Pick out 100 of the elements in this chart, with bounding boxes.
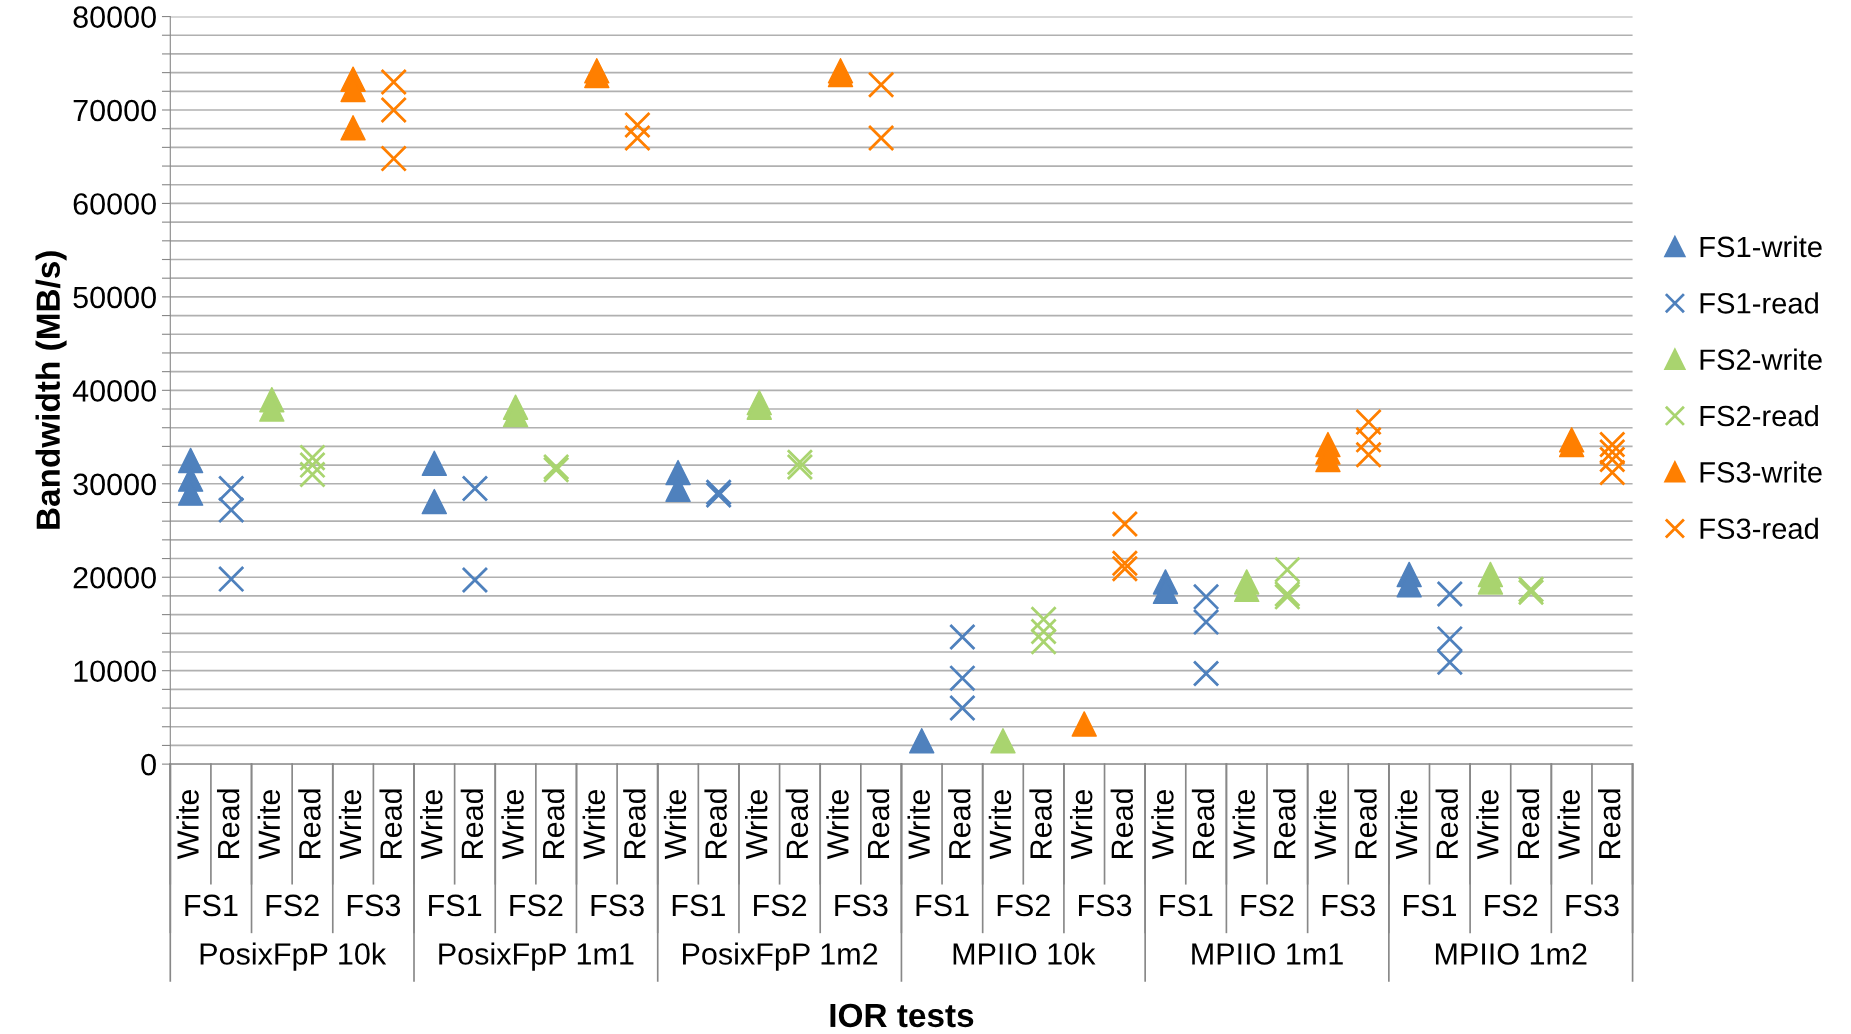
legend-label: FS2-write <box>1700 348 1822 370</box>
x-tick-label: Read <box>866 789 890 858</box>
x-tick-label: Write <box>176 789 199 860</box>
point <box>1598 446 1626 473</box>
point <box>1192 583 1220 611</box>
text: FS1 <box>1403 894 1457 917</box>
point <box>177 447 204 474</box>
point <box>1598 431 1626 458</box>
x-tick-label: Read <box>1598 789 1621 858</box>
text: FS3 <box>591 894 644 917</box>
x-tick-label: Write <box>1232 789 1255 860</box>
point <box>1111 555 1139 583</box>
y-tick-label: 50000 <box>73 286 156 309</box>
x-tick-label: Read <box>1354 789 1377 858</box>
x-axis-title: IOR tests <box>830 1003 974 1028</box>
point <box>340 115 366 141</box>
point <box>948 664 976 692</box>
point <box>299 444 326 472</box>
x-tick-label: Read <box>298 789 321 858</box>
text: PosixFpP 1m1 <box>439 942 634 971</box>
text: FS3 <box>1079 894 1132 917</box>
point <box>299 451 326 479</box>
x-tick-label: Read <box>1110 789 1134 858</box>
point <box>1111 510 1139 538</box>
y-tick-label: 80000 <box>73 6 156 28</box>
point <box>299 461 326 488</box>
x-tick-label: Read <box>623 789 646 858</box>
text: MPIIO 1m1 <box>1192 943 1343 965</box>
text: FS2 <box>1485 894 1538 917</box>
point <box>217 475 245 502</box>
x-tick-label: Write <box>663 789 687 860</box>
point <box>421 450 448 476</box>
x-tick-label: Write <box>1557 789 1580 860</box>
point <box>867 71 895 99</box>
legend-label: FS1-write <box>1700 235 1822 258</box>
y-tick-label: 10000 <box>74 660 156 683</box>
y-tick-label: 30000 <box>73 473 156 496</box>
x-tick-label: Write <box>1476 789 1499 860</box>
x-tick-label: Write <box>907 789 930 860</box>
text: PosixFpP 1m2 <box>683 942 878 971</box>
text: FS2 <box>266 894 319 917</box>
x-tick-label: Read <box>1191 789 1215 858</box>
text: FS2 <box>754 894 807 917</box>
point <box>1030 618 1058 645</box>
point <box>867 124 895 152</box>
legend-label: FS3-read <box>1700 517 1818 540</box>
point <box>948 694 976 722</box>
point <box>461 475 489 502</box>
point <box>1071 711 1097 737</box>
x-tick-label: Read <box>460 789 484 858</box>
x-tick-label: Read <box>216 789 240 858</box>
x-tick-label: Read <box>1435 789 1458 858</box>
point <box>948 623 976 651</box>
legend-label: FS1-read <box>1700 292 1818 314</box>
x-tick-label: Read <box>1516 789 1540 858</box>
point <box>1030 605 1058 633</box>
text: MPIIO 10k <box>953 942 1096 965</box>
x-tick-label: Read <box>1029 789 1052 858</box>
text: FS1 <box>672 894 725 917</box>
text: FS1 <box>429 894 482 917</box>
point <box>990 728 1016 754</box>
point <box>1111 549 1139 577</box>
text: FS3 <box>1322 894 1375 917</box>
point <box>380 96 408 124</box>
point <box>1192 660 1220 687</box>
x-tick-label: Write <box>420 789 443 860</box>
legend-label: FS2-read <box>1700 404 1818 427</box>
x-tick-label: Read <box>785 789 809 858</box>
text: FS2 <box>510 894 563 917</box>
text: FS1 <box>185 894 238 917</box>
x-tick-label: Read <box>948 789 971 858</box>
point <box>421 488 448 515</box>
x-tick-label: Write <box>826 789 849 860</box>
point <box>1598 459 1626 486</box>
point <box>461 566 489 594</box>
point <box>1273 556 1301 584</box>
y-tick-label: 60000 <box>73 193 156 215</box>
point <box>217 496 245 524</box>
point <box>380 68 408 96</box>
text: PosixFpP 10k <box>200 942 387 971</box>
text: FS3 <box>347 894 401 917</box>
x-tick-label: Write <box>257 789 281 860</box>
point <box>1355 441 1382 469</box>
point <box>623 111 651 139</box>
point <box>1030 628 1058 656</box>
point <box>1192 608 1220 636</box>
point <box>217 565 245 593</box>
point <box>1355 426 1382 454</box>
x-tick-label: Read <box>704 789 727 858</box>
text: MPIIO 1m2 <box>1435 943 1587 965</box>
y-tick-label: 40000 <box>72 380 156 402</box>
x-tick-label: Read <box>541 789 565 858</box>
x-tick-label: Write <box>1069 789 1093 860</box>
y-tick-label: 70000 <box>73 99 156 122</box>
point <box>623 124 651 152</box>
point <box>380 145 408 172</box>
point <box>1355 408 1382 436</box>
point <box>1436 580 1464 608</box>
point <box>1436 648 1464 676</box>
text: FS2 <box>997 894 1050 917</box>
